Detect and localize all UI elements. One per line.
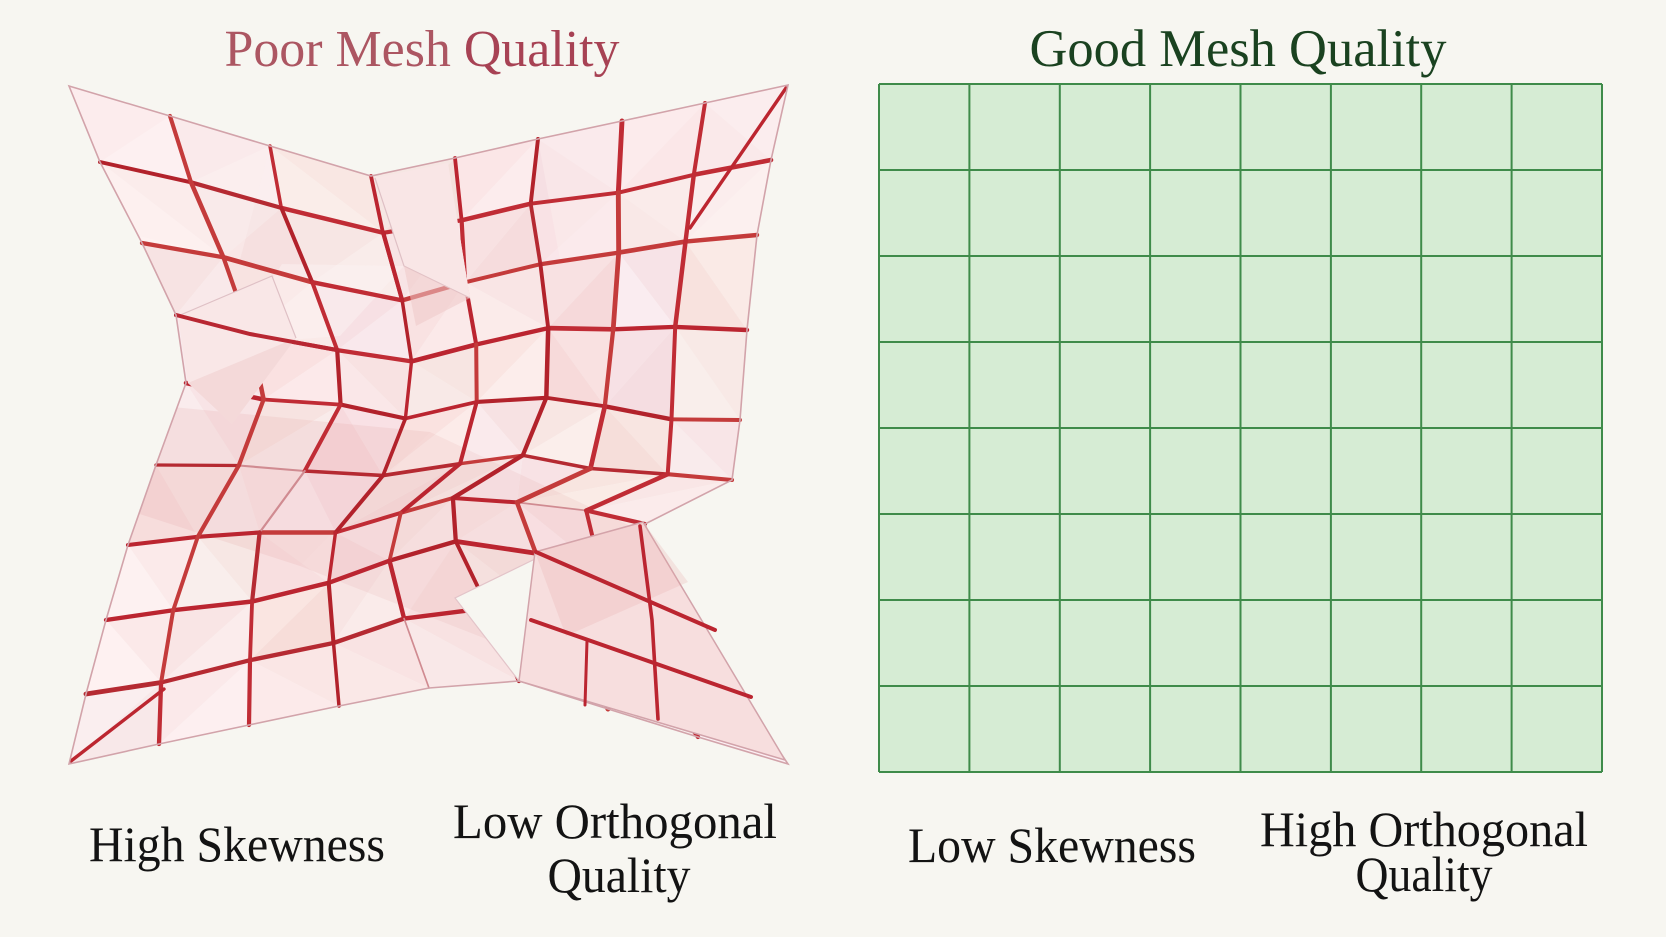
svg-text:Quality: Quality xyxy=(548,847,691,903)
svg-text:Low Skewness: Low Skewness xyxy=(908,817,1196,873)
svg-text:Good Mesh Quality: Good Mesh Quality xyxy=(1030,20,1447,78)
svg-text:High Orthogonal: High Orthogonal xyxy=(1260,801,1588,857)
svg-text:High Skewness: High Skewness xyxy=(89,816,385,872)
svg-text:Poor Mesh Quality: Poor Mesh Quality xyxy=(225,21,620,78)
svg-text:Low Orthogonal: Low Orthogonal xyxy=(453,793,777,849)
svg-text:Quality: Quality xyxy=(1356,846,1493,902)
